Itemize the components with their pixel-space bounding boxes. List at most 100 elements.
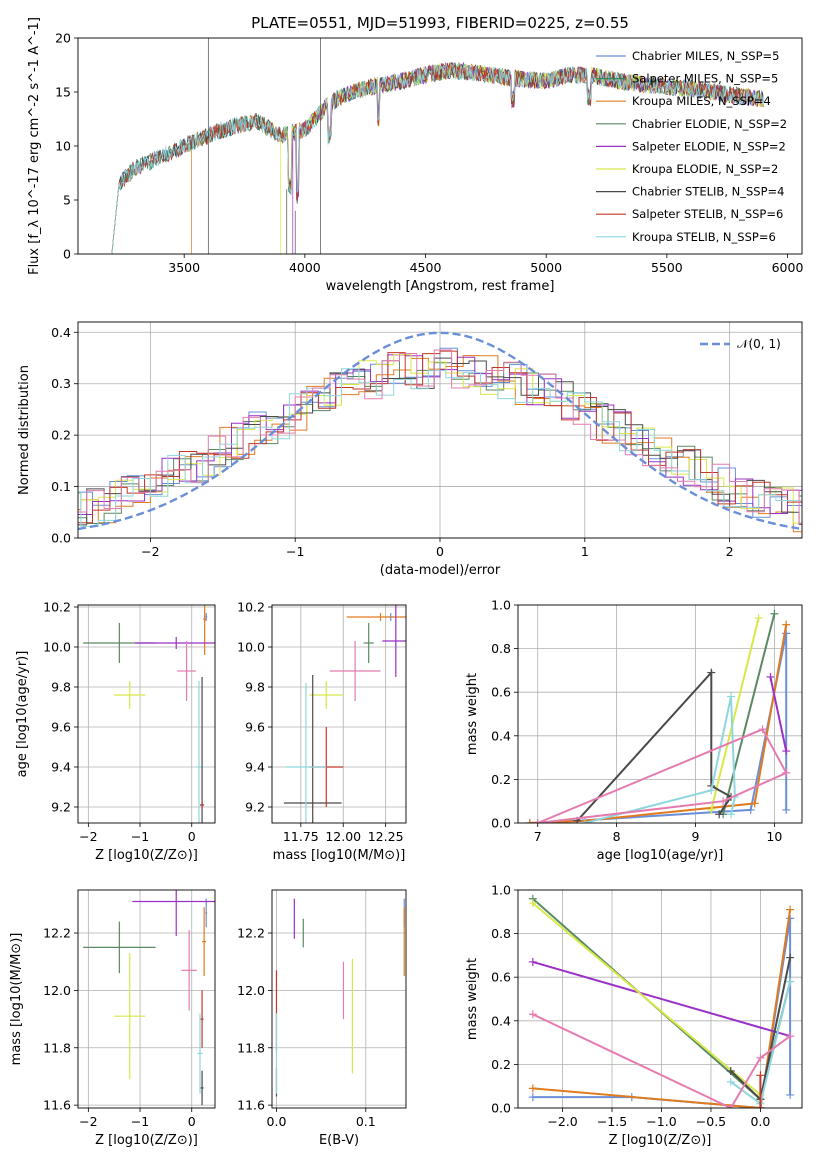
x-tick-label: 0: [188, 1114, 196, 1129]
data-marker: [581, 819, 590, 823]
y-tick-label: 12.0: [237, 983, 265, 998]
data-marker: [782, 768, 791, 777]
data-point: [309, 681, 344, 709]
legend-entry: Kroupa MILES, N_SSP=4: [632, 94, 771, 108]
series-line: [532, 1013, 791, 1108]
y-tick-label: 0.1: [51, 479, 71, 494]
histogram-step: [78, 368, 802, 527]
series-line: [532, 909, 792, 1108]
y-tick-label: 10.2: [237, 600, 265, 615]
series-group: [533, 725, 791, 823]
data-marker: [528, 1010, 537, 1019]
x-tick-label: 10: [766, 829, 782, 844]
y-tick-label: 9.4: [51, 760, 71, 775]
data-marker: [727, 692, 735, 701]
y-tick-label: 9.6: [245, 720, 265, 735]
y-tick-label: 10.2: [43, 600, 71, 615]
series-line: [576, 670, 733, 822]
data-marker: [533, 819, 542, 823]
data-point: [205, 898, 208, 928]
legend-entry: Salpeter STELIB, N_SSP=6: [632, 207, 783, 221]
data-marker: [707, 668, 716, 677]
x-axis-label: E(B-V): [319, 1133, 359, 1148]
y-tick-label: 1.0: [491, 598, 511, 613]
y-tick-label: 9.2: [245, 800, 265, 815]
data-point: [177, 641, 196, 701]
data-marker: [766, 672, 775, 681]
legend-entry: Chabrier MILES, N_SSP=5: [632, 49, 779, 63]
x-tick-label: 5500: [651, 260, 683, 275]
data-marker: [756, 1104, 765, 1108]
data-marker: [719, 797, 728, 806]
data-marker: [726, 1066, 735, 1075]
data-marker: [528, 1093, 537, 1102]
series-group: [707, 614, 763, 814]
data-point: [181, 930, 197, 1011]
x-tick-label: 9: [692, 829, 700, 844]
x-tick-label: 4000: [289, 260, 321, 275]
series-group: [525, 629, 791, 823]
y-tick-label: 0.0: [491, 1101, 511, 1116]
spectrum-frame: [77, 37, 803, 255]
data-marker: [786, 953, 795, 962]
data-marker: [782, 620, 791, 629]
data-marker: [756, 1071, 765, 1080]
data-point: [200, 990, 204, 1048]
y-tick-label: 0.3: [51, 376, 71, 391]
series-line: [537, 728, 788, 823]
spectrum-series-line: [111, 61, 764, 254]
data-marker: [782, 805, 791, 814]
series-group: [525, 620, 791, 823]
x-tick-label: −2: [79, 1114, 97, 1129]
x-tick-label: 2: [726, 544, 734, 559]
data-marker: [782, 629, 791, 638]
x-tick-label: 6000: [772, 260, 804, 275]
y-axis-label: mass weight: [465, 958, 480, 1040]
y-tick-label: 9.2: [51, 800, 71, 815]
series-line: [722, 613, 776, 815]
mass_vs_Z-axes: −2 −1 0 11.6 11.8 12.0 12.2 Z [log10(Z/Z⊙)] mass…: [9, 890, 215, 1148]
y-tick-label: 9.8: [245, 680, 265, 695]
data-point: [205, 613, 208, 621]
y-tick-label: 0.4: [51, 325, 71, 340]
legend-entry: Chabrier STELIB, N_SSP=4: [632, 185, 784, 199]
x-tick-label: 4500: [410, 260, 442, 275]
y-tick-label: 0.4: [491, 1013, 511, 1028]
x-tick-label: 0.1: [356, 1114, 376, 1129]
data-marker: [750, 799, 759, 808]
legend-entry: Kroupa STELIB, N_SSP=6: [632, 230, 776, 244]
x-axis-label: age [log10(age/yr)]: [597, 848, 724, 863]
histogram-step: [78, 347, 802, 518]
data-marker: [528, 899, 537, 908]
y-tick-label: 10: [55, 139, 71, 154]
y-axis-label: mass weight: [465, 673, 480, 755]
y-axis-label: mass [log10(M/M⊙)]: [9, 933, 24, 1066]
y-tick-label: 11.6: [237, 1098, 265, 1113]
x-tick-label: −1: [131, 829, 149, 844]
age_vs_mass-frame: [271, 604, 407, 824]
data-point: [196, 681, 202, 823]
x-axis-label: (data-model)/error: [380, 563, 501, 578]
data-marker: [707, 786, 716, 795]
y-tick-label: 0: [63, 247, 71, 262]
data-marker: [525, 819, 534, 823]
y-tick-label: 10.0: [43, 640, 71, 655]
x-tick-label: 3500: [168, 260, 200, 275]
mass_vs_ebv-axes: 0.0 0.1 11.6 11.8 12.0 12.2 E(B-V): [237, 890, 406, 1148]
data-marker: [726, 1077, 735, 1086]
data-point: [285, 683, 327, 823]
x-tick-label: 1: [581, 544, 589, 559]
y-tick-label: 10.0: [237, 640, 265, 655]
x-axis-label: mass [log10(M/M⊙)]: [273, 848, 406, 863]
x-tick-label: 0.0: [750, 1114, 770, 1129]
x-axis-label: wavelength [Angstrom, rest frame]: [326, 279, 555, 294]
data-marker: [528, 1084, 537, 1093]
series-group: [766, 672, 791, 756]
y-tick-label: 0.6: [491, 685, 511, 700]
data-marker: [707, 805, 716, 814]
data-marker: [756, 1053, 765, 1062]
y-tick-label: 15: [55, 85, 71, 100]
x-tick-label: 11.75: [283, 829, 319, 844]
x-tick-label: −1: [286, 544, 304, 559]
